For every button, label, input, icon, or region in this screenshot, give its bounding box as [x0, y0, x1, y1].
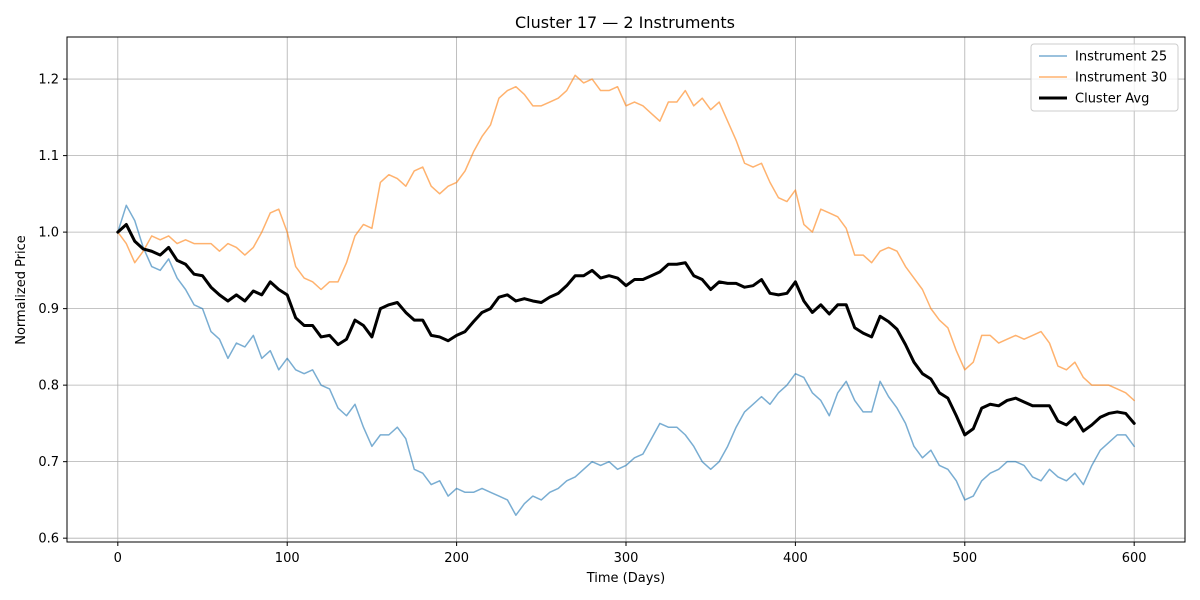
legend: Instrument 25 Instrument 30 Cluster Avg	[1030, 43, 1179, 112]
series-line-instrument-30	[117, 74, 1135, 402]
y-tick-label: 0.9	[38, 302, 59, 317]
x-axis-label: Time (Days)	[586, 571, 666, 586]
y-tick-label: 0.8	[38, 379, 59, 394]
y-tick-label: 0.6	[38, 532, 59, 547]
x-tick-label: 0	[114, 551, 122, 566]
series-line-cluster-avg	[116, 222, 1136, 437]
legend-label: Instrument 25	[1075, 50, 1167, 65]
series-group	[116, 74, 1136, 516]
y-tick-label: 1.2	[38, 73, 59, 88]
y-axis-label: Normalized Price	[14, 235, 29, 345]
y-tick-label: 0.7	[38, 455, 59, 470]
legend-label: Instrument 30	[1075, 71, 1167, 86]
grid	[67, 37, 1185, 542]
series-line-instrument-25	[117, 204, 1135, 516]
x-tick-label: 300	[614, 551, 639, 566]
x-tick-label: 400	[783, 551, 808, 566]
x-tick-label: 200	[444, 551, 469, 566]
y-tick-label: 1.1	[38, 149, 59, 164]
axes: 0 100 200 300 400 500 600 0.6 0.7 0.8 0.9 1.0 1.1 1.2	[38, 73, 1146, 566]
chart-title: Cluster 17 — 2 Instruments	[515, 13, 735, 32]
x-tick-label: 500	[952, 551, 977, 566]
legend-box	[1030, 43, 1179, 112]
legend-label: Cluster Avg	[1075, 92, 1149, 107]
x-tick-label: 600	[1122, 551, 1147, 566]
x-tick-label: 100	[275, 551, 300, 566]
y-tick-label: 1.0	[38, 226, 59, 241]
